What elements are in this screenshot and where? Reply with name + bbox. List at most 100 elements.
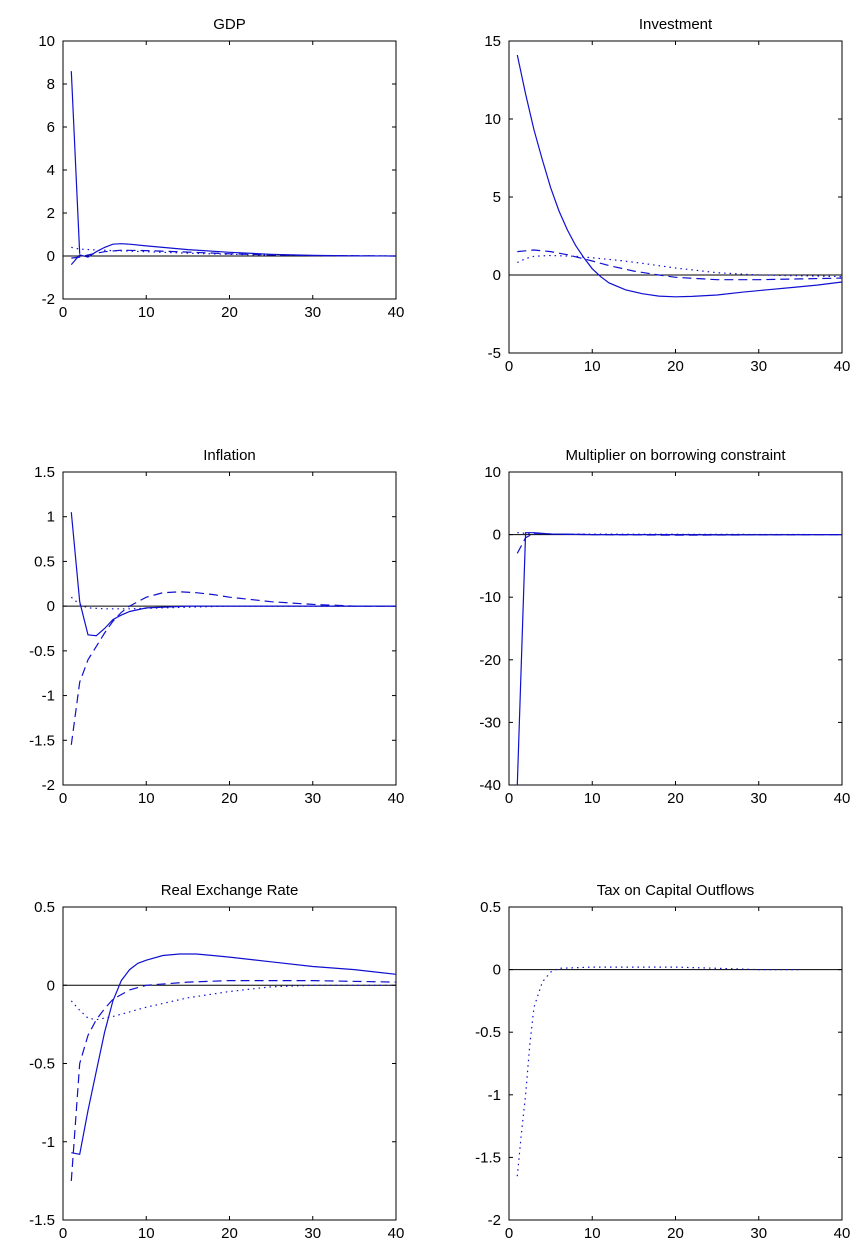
x-tick-label: 40 <box>388 1225 405 1242</box>
y-tick-label: -30 <box>479 714 501 731</box>
x-tick-label: 10 <box>138 790 155 807</box>
chart-title: Real Exchange Rate <box>161 882 299 899</box>
series-line-solid <box>516 54 843 298</box>
y-tick-label: 0.5 <box>34 553 55 570</box>
series-line-dashed <box>517 249 843 281</box>
series-line-solid <box>70 71 81 254</box>
series-line-dotted <box>516 966 801 1177</box>
x-tick-label: 20 <box>667 790 684 807</box>
x-tick-label: 0 <box>505 1225 513 1242</box>
x-tick-label: 30 <box>750 358 767 375</box>
y-tick-label: -2 <box>488 1212 501 1229</box>
y-tick-label: 6 <box>47 119 55 136</box>
x-tick-label: 10 <box>584 790 601 807</box>
x-tick-label: 40 <box>388 790 405 807</box>
plot-area-frame <box>508 906 843 1221</box>
y-tick-label: -20 <box>479 652 501 669</box>
x-tick-label: 30 <box>750 1225 767 1242</box>
x-tick-label: 20 <box>221 790 238 807</box>
series-line-dashed <box>70 591 396 745</box>
y-tick-label: -2 <box>42 777 55 794</box>
y-tick-label: -1.5 <box>29 1212 55 1229</box>
y-tick-label: -0.5 <box>475 1024 501 1041</box>
y-tick-label: -0.5 <box>29 1056 55 1073</box>
series-line-solid <box>70 243 397 265</box>
y-tick-label: 0 <box>493 962 501 979</box>
x-tick-label: 10 <box>584 1225 601 1242</box>
y-tick-label: 1 <box>47 509 55 526</box>
y-tick-label: 10 <box>484 111 501 128</box>
x-tick-label: 10 <box>138 304 155 321</box>
x-tick-label: 0 <box>505 790 513 807</box>
y-tick-label: 0 <box>47 977 55 994</box>
y-tick-label: 0.5 <box>480 899 501 916</box>
y-tick-label: -1.5 <box>475 1149 501 1166</box>
plot-area-frame <box>62 906 397 1221</box>
plot-area-frame <box>508 40 843 354</box>
y-tick-label: 0 <box>493 267 501 284</box>
chart-title: Multiplier on borrowing constraint <box>565 447 786 464</box>
x-tick-label: 30 <box>304 304 321 321</box>
y-tick-label: 1.5 <box>34 464 55 481</box>
y-tick-label: 10 <box>484 464 501 481</box>
y-tick-label: 0 <box>47 248 55 265</box>
y-tick-label: -5 <box>488 345 501 362</box>
series-line-dotted <box>70 984 396 1021</box>
y-tick-label: -0.5 <box>29 643 55 660</box>
x-tick-label: 20 <box>667 358 684 375</box>
y-tick-label: 4 <box>47 162 55 179</box>
series-line-dotted <box>517 532 843 536</box>
y-tick-label: 0 <box>47 598 55 615</box>
chart-panel-4: Multiplier on borrowing constraint 0 10 20 3… <box>479 447 850 807</box>
chart-title: Tax on Capital Outflows <box>597 882 755 899</box>
x-tick-label: 0 <box>505 358 513 375</box>
x-tick-label: 40 <box>834 1225 851 1242</box>
series-line-dotted <box>517 254 843 278</box>
x-tick-label: 30 <box>304 790 321 807</box>
y-tick-label: -10 <box>479 589 501 606</box>
x-tick-label: 20 <box>221 1225 238 1242</box>
chart-title: Investment <box>639 16 713 33</box>
y-tick-label: 15 <box>484 33 501 50</box>
y-tick-label: 0 <box>493 527 501 544</box>
y-tick-label: -1.5 <box>29 732 55 749</box>
series-line-solid <box>71 953 397 1156</box>
series-line-dashed <box>70 979 397 1181</box>
plot-area-frame <box>62 471 397 786</box>
y-tick-label: 5 <box>493 189 501 206</box>
x-tick-label: 40 <box>834 790 851 807</box>
series-line-solid <box>70 512 396 637</box>
x-tick-label: 30 <box>304 1225 321 1242</box>
plot-area-frame <box>508 471 843 786</box>
x-tick-label: 40 <box>388 304 405 321</box>
y-tick-label: 2 <box>47 205 55 222</box>
y-tick-label: -1 <box>42 1134 55 1151</box>
chart-title: GDP <box>213 16 246 33</box>
chart-panel-5: Real Exchange Rate 0 10 20 30 40 -1.5 -1 -0.5 0 0.… <box>29 882 404 1242</box>
y-tick-label: -1 <box>42 688 55 705</box>
x-tick-label: 20 <box>667 1225 684 1242</box>
y-tick-label: -40 <box>479 777 501 794</box>
series-line-dotted <box>70 596 396 610</box>
x-tick-label: 20 <box>221 304 238 321</box>
y-tick-label: -1 <box>488 1087 501 1104</box>
x-tick-label: 40 <box>834 358 851 375</box>
chart-panel-6: Tax on Capital Outflows 0 10 20 30 40 -2 -1.5 -1… <box>475 882 850 1242</box>
x-tick-label: 0 <box>59 790 67 807</box>
series-line-dashed <box>71 249 397 259</box>
y-tick-label: 10 <box>38 33 55 50</box>
chart-panel-3: Inflation 0 10 20 30 40 -2 -1.5 -1 -0.5 0 0.5 1 1.5 <box>29 447 404 807</box>
series-line-dotted <box>71 246 397 257</box>
series-line-solid <box>516 532 843 786</box>
x-tick-label: 10 <box>138 1225 155 1242</box>
x-tick-label: 10 <box>584 358 601 375</box>
plot-area-frame <box>62 40 397 300</box>
x-tick-label: 30 <box>750 790 767 807</box>
x-tick-label: 0 <box>59 304 67 321</box>
y-tick-label: 8 <box>47 76 55 93</box>
y-tick-label: 0.5 <box>34 899 55 916</box>
x-tick-label: 0 <box>59 1225 67 1242</box>
